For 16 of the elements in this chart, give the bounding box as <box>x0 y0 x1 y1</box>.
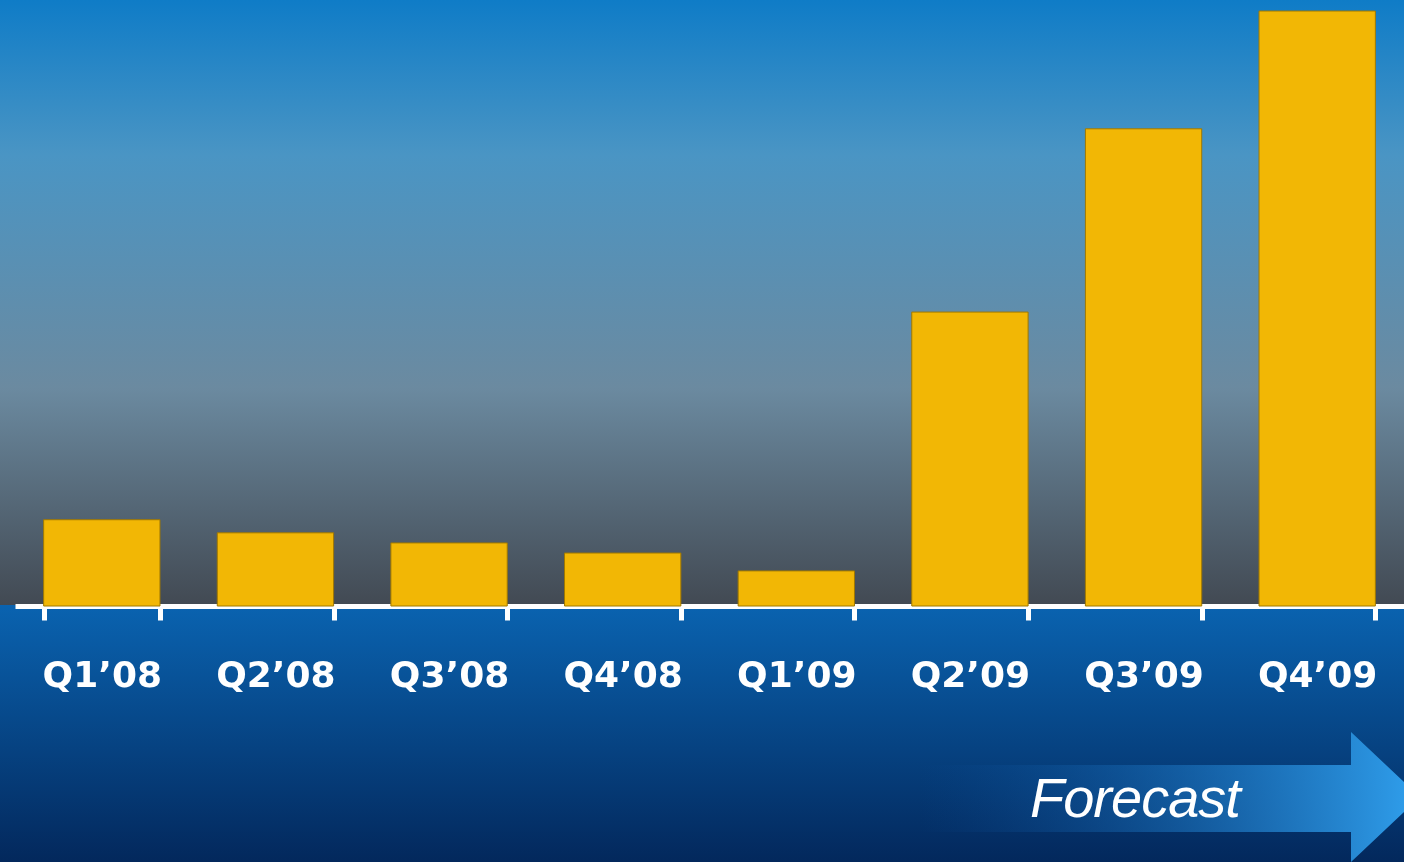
bar <box>737 570 855 607</box>
bar <box>390 542 508 607</box>
bar <box>43 519 161 607</box>
bar <box>1084 128 1203 607</box>
x-tick-label: Q4’08 <box>563 653 683 695</box>
x-tick-label: Q3’09 <box>1084 653 1204 695</box>
bar <box>1258 10 1376 607</box>
x-tick-label: Q2’08 <box>216 653 336 695</box>
x-tick-label: Q4’09 <box>1257 653 1378 695</box>
x-tick-label: Q2’09 <box>910 653 1031 695</box>
bar <box>911 311 1029 607</box>
x-tick-label: Q1’09 <box>737 653 857 695</box>
x-tick-label: Q3’08 <box>389 653 510 695</box>
x-tick-label: Q1’08 <box>42 653 163 695</box>
bar <box>216 532 335 607</box>
bar <box>564 552 682 607</box>
